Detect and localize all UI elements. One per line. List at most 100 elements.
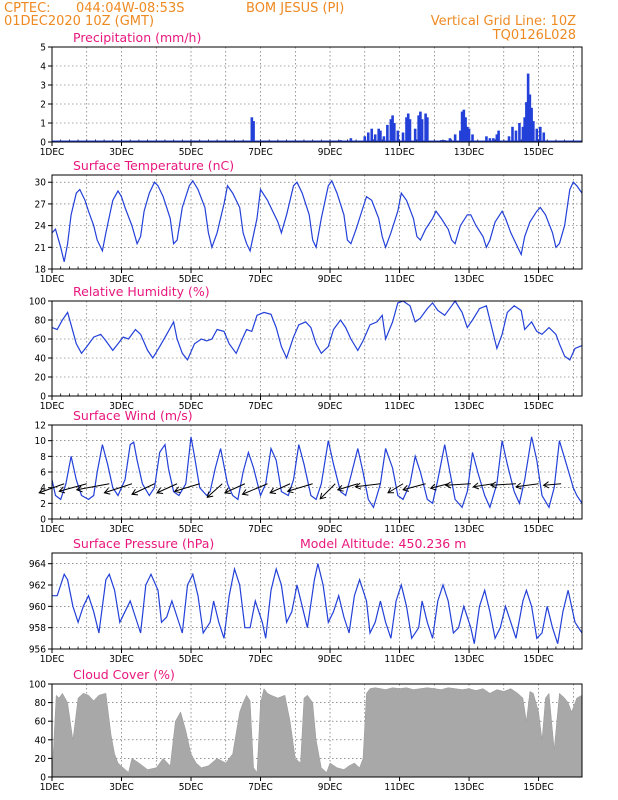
wind-vector-head	[286, 486, 294, 494]
precip-bar	[492, 138, 495, 142]
wind-vector	[131, 483, 155, 495]
precip-bar	[363, 136, 367, 142]
precip-xtick-label: 11DEC	[384, 147, 414, 158]
wind-vector	[76, 483, 110, 491]
wind-xtick-label: 7DEC	[248, 524, 273, 535]
wind-vector	[430, 483, 449, 489]
precip-xtick-label: 7DEC	[248, 147, 273, 158]
temp-frame	[51, 174, 583, 270]
rh-panel: 0 20 40 60 80 100 1DEC 3DEC 5DEC 7DEC 9DEC 11DEC 13D…	[29, 284, 583, 412]
precip-bar	[511, 126, 514, 142]
temp-ytick-label: 18	[35, 265, 47, 276]
precip-bar	[526, 73, 530, 142]
wind-xtick-label: 15DEC	[523, 524, 553, 535]
pressure-ytick-label: 962	[29, 581, 46, 592]
rh-title: Relative Humidity (%)	[73, 284, 210, 299]
rh-xtick-label: 5DEC	[179, 401, 204, 412]
wind-vector	[269, 483, 291, 494]
wind-vector-head	[269, 487, 277, 494]
temp-xtick-label: 5DEC	[179, 274, 204, 285]
precip-bar	[460, 111, 464, 142]
wind-ytick-label: 2	[40, 499, 46, 510]
cloud-ytick-label: 0	[40, 773, 46, 784]
precip-bar	[488, 138, 492, 142]
cloud-ytick-label: 20	[35, 754, 47, 765]
wind-ytick-label: 8	[40, 452, 46, 463]
rh-ytick-label: 100	[29, 297, 46, 308]
pressure-xtick-label: 3DEC	[109, 654, 134, 665]
wind-ytick-label: 0	[40, 515, 46, 526]
precip-bar	[373, 134, 377, 142]
station-coords: 044:04W-08:53S	[76, 1, 184, 16]
wind-vector-head	[224, 487, 231, 494]
precip-frame	[51, 46, 583, 143]
wind-vector-head	[472, 482, 480, 490]
precip-bar	[408, 119, 412, 142]
temp-ytick-label: 27	[35, 199, 46, 210]
precip-ytick-label: 0	[40, 138, 46, 149]
wind-vector-head	[444, 481, 452, 489]
wind-xtick-label: 3DEC	[109, 524, 134, 535]
wind-vector-head	[241, 489, 249, 496]
cloud-title: Cloud Cover (%)	[73, 667, 175, 682]
precip-bar	[471, 134, 474, 142]
wind-vector	[242, 483, 268, 495]
precip-bar	[424, 113, 427, 142]
cloud-xtick-label: 5DEC	[179, 782, 204, 793]
precip-xtick-label: 15DEC	[523, 147, 553, 158]
precip-ytick-label: 5	[40, 43, 46, 54]
precip-bar	[521, 126, 525, 142]
precip-bar	[497, 130, 500, 142]
precip-bar	[443, 140, 447, 142]
wind-vector	[319, 483, 336, 500]
precip-bar	[525, 102, 528, 142]
wind-vector	[337, 483, 358, 491]
pressure-ytick-label: 958	[29, 623, 46, 634]
wind-vector-head	[490, 481, 497, 489]
wind-ytick-label: 6	[40, 468, 46, 479]
wind-vector	[387, 483, 404, 494]
rh-xtick-label: 3DEC	[109, 401, 134, 412]
precip-bar	[413, 128, 417, 142]
rh-xtick-label: 1DEC	[40, 401, 65, 412]
precip-bar	[426, 117, 429, 142]
wind-vector	[473, 483, 494, 488]
precip-bar	[377, 128, 380, 142]
wind-vector-head	[206, 491, 214, 498]
temp-xtick-label: 11DEC	[384, 274, 414, 285]
precip-bar	[507, 136, 511, 142]
temp-series-line	[51, 179, 583, 262]
wind-ytick-label: 12	[35, 421, 46, 432]
precip-bar	[420, 119, 424, 142]
rh-ytick-label: 80	[35, 316, 47, 327]
precip-bar	[453, 134, 457, 142]
precip-bar	[389, 119, 393, 142]
center-label: CPTEC:	[4, 1, 51, 16]
precip-xtick-label: 5DEC	[179, 147, 204, 158]
precip-title: Precipitation (mm/h)	[73, 30, 201, 45]
pressure-annotation: Model Altitude: 450.236 m	[300, 536, 466, 551]
precip-bar	[417, 115, 420, 142]
precip-bar	[528, 94, 532, 142]
precip-bar	[538, 126, 542, 142]
wind-vector	[402, 483, 426, 491]
temp-panel: 18 21 24 27 30 1DEC 3DEC 5DEC 7DEC 9DEC 11DEC 13DEC…	[35, 158, 583, 285]
precip-bar	[393, 123, 396, 142]
precip-bar	[467, 128, 471, 142]
precip-bar	[485, 136, 488, 142]
cloud-panel: 0 20 40 60 80 100 1DEC 3DEC 5DEC 7DEC 9DEC 11DEC 13D…	[29, 667, 583, 793]
wind-vector-head	[38, 487, 46, 495]
precip-bar	[386, 124, 389, 142]
forecast-datetime: 01DEC2020 10Z (GMT)	[4, 14, 154, 29]
cloud-xtick-label: 13DEC	[454, 782, 484, 793]
cloud-xtick-label: 15DEC	[523, 782, 553, 793]
station-name: BOM JESUS (PI)	[246, 1, 344, 16]
wind-vector-head	[336, 484, 344, 492]
rh-ytick-label: 40	[35, 354, 47, 365]
pressure-title: Surface Pressure (hPa)	[73, 536, 214, 551]
pressure-panel: 956 958 960 962 964 1DEC 3DEC 5DEC 7DEC 9DEC 11DEC…	[29, 536, 583, 665]
precip-bar	[439, 140, 443, 142]
precip-bar	[495, 134, 499, 142]
wind-vector-head	[354, 482, 362, 490]
cloud-ytick-label: 60	[35, 717, 47, 728]
